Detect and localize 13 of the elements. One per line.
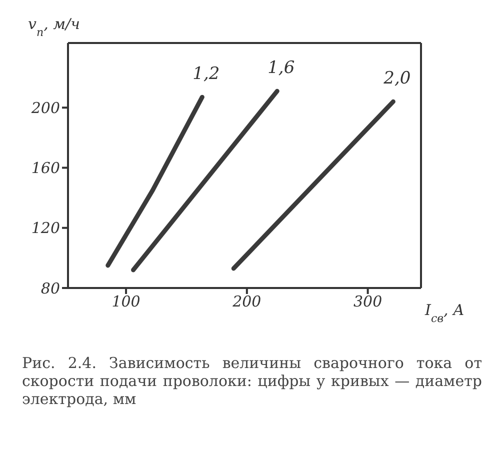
series-label: 1,6	[268, 58, 295, 78]
series-label: 1,2	[192, 64, 220, 84]
x-axis-title: I$_{св}$, А	[424, 301, 464, 324]
x-tick-label: 200	[232, 292, 262, 311]
x-tick-label: 100	[112, 292, 141, 311]
text: Рис. 2.4. Зависимость величины сварочного тока от скорости подачи проволоки: цифры у кривых — диаметр электрода, мм	[22, 354, 482, 408]
x-tick-label: 300	[353, 292, 383, 311]
y-axis-title: v$_{п}$, м/ч	[28, 15, 80, 38]
y-tick-label: 160	[31, 159, 60, 178]
y-tick-label: 120	[31, 219, 60, 238]
y-tick-label: 200	[30, 98, 60, 117]
series-label: 2,0	[382, 68, 411, 89]
y-tick-label: 80	[40, 279, 60, 298]
